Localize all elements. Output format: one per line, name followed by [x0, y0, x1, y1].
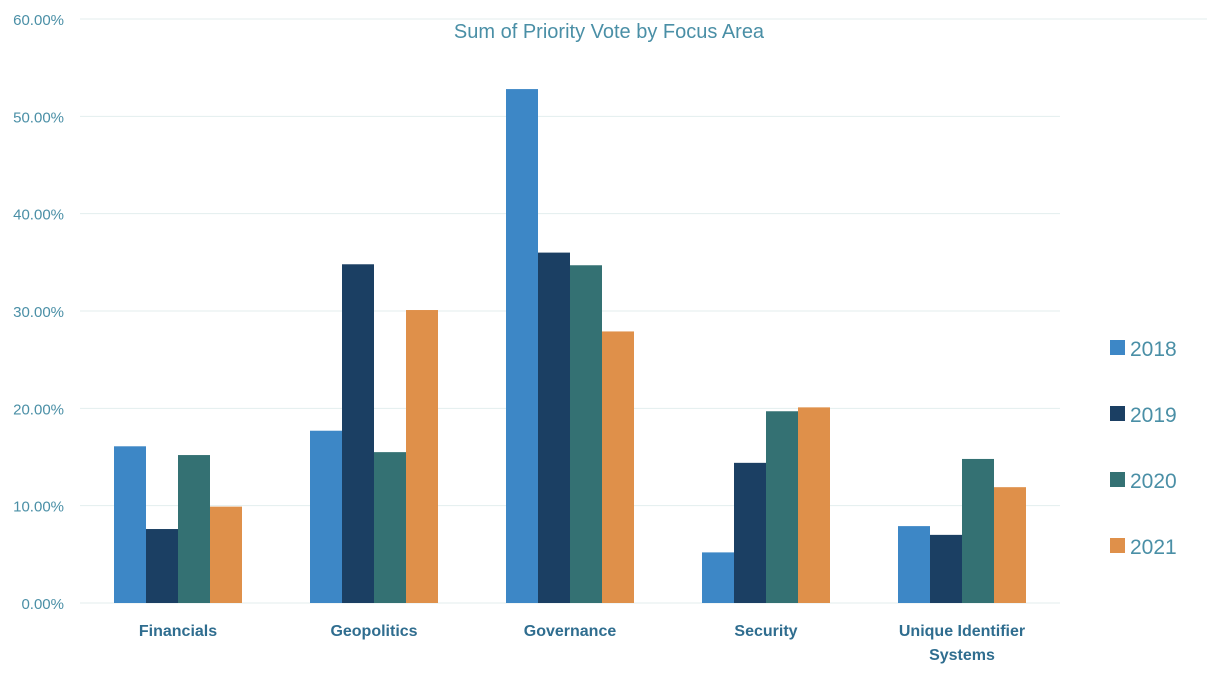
- y-tick-label: 30.00%: [13, 304, 64, 321]
- y-tick-label: 60.00%: [13, 12, 64, 29]
- x-category-label: Governance: [524, 623, 617, 640]
- y-tick-label: 0.00%: [21, 596, 64, 613]
- x-category-label: Financials: [139, 623, 217, 640]
- bar-2018-geopolitics: [310, 430, 342, 603]
- bar-2020-unique-identifier-systems: [962, 458, 994, 603]
- legend-label: 2019: [1130, 404, 1177, 427]
- bar-2021-security: [798, 407, 830, 603]
- legend-swatch: [1110, 538, 1125, 553]
- y-tick-label: 50.00%: [13, 109, 64, 126]
- y-axis-tick-labels: 0.00% 10.00% 20.00% 30.00% 40.00% 50.00% 60.00…: [13, 12, 64, 613]
- bar-2021-governance: [602, 331, 634, 603]
- legend-item-2019: 2019: [1110, 404, 1177, 427]
- legend-swatch: [1110, 406, 1125, 421]
- bar-2021-unique-identifier-systems: [994, 487, 1026, 603]
- bar-2018-unique-identifier-systems: [898, 526, 930, 603]
- y-tick-label: 20.00%: [13, 401, 64, 418]
- bar-2019-security: [734, 462, 766, 603]
- legend-swatch: [1110, 472, 1125, 487]
- bar-2020-geopolitics: [374, 452, 406, 603]
- legend-label: 2020: [1130, 470, 1177, 493]
- bar-2018-governance: [506, 89, 538, 603]
- legend-label: 2021: [1130, 536, 1177, 559]
- bar-2018-financials: [114, 446, 146, 603]
- x-category-label: Unique Identifier Systems: [899, 623, 1025, 664]
- y-tick-label: 40.00%: [13, 207, 64, 224]
- bar-2019-unique-identifier-systems: [930, 534, 962, 603]
- bar-2021-financials: [210, 506, 242, 603]
- chart-title: Sum of Priority Vote by Focus Area: [454, 21, 765, 43]
- x-axis-category-labels: Financials Geopolitics Governance Security U…: [139, 623, 1025, 664]
- bar-2019-financials: [146, 529, 178, 603]
- legend-item-2020: 2020: [1110, 470, 1177, 493]
- bar-2019-geopolitics: [342, 264, 374, 603]
- legend-item-2021: 2021: [1110, 536, 1177, 559]
- legend-label: 2018: [1130, 338, 1177, 361]
- legend-item-2018: 2018: [1110, 338, 1177, 361]
- gridlines: [80, 18, 1207, 604]
- legend: 2018 2019 2020 2021: [1110, 338, 1177, 559]
- legend-swatch: [1110, 340, 1125, 355]
- x-category-label: Geopolitics: [330, 623, 417, 640]
- bar-2019-governance: [538, 252, 570, 603]
- bar-2020-governance: [570, 265, 602, 603]
- bar-2021-geopolitics: [406, 310, 438, 603]
- bar-2020-security: [766, 411, 798, 603]
- bars: [114, 89, 1026, 603]
- y-tick-label: 10.00%: [13, 499, 64, 516]
- x-category-label: Security: [734, 623, 797, 640]
- bar-2018-security: [702, 552, 734, 603]
- bar-2020-financials: [178, 455, 210, 603]
